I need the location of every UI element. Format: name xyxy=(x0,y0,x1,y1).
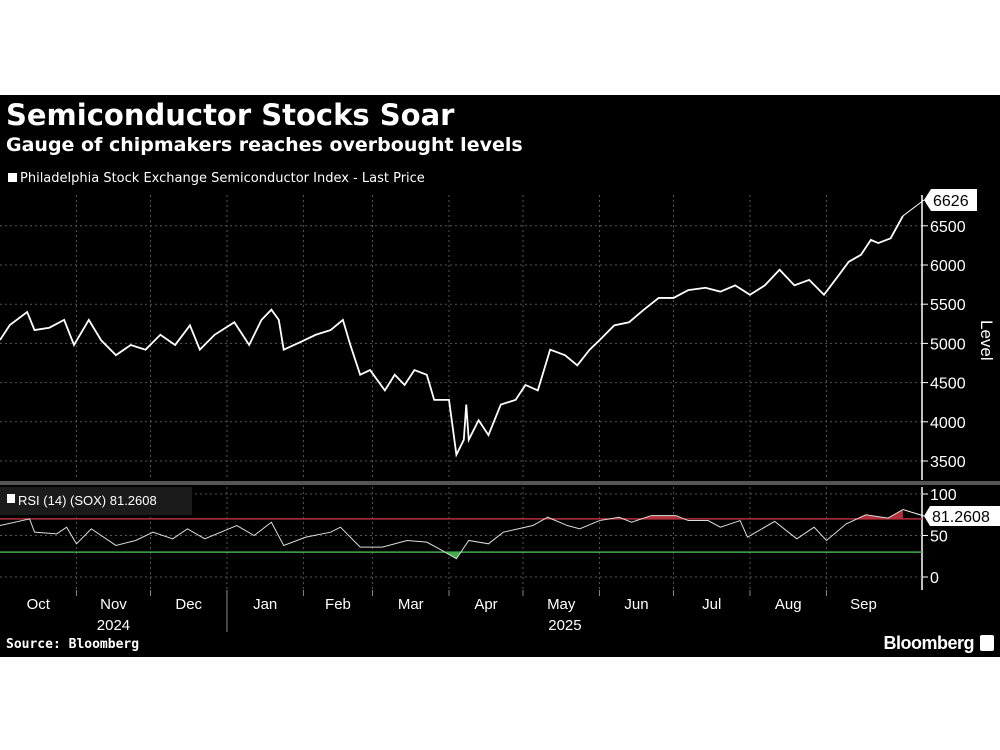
price-tick-label: 5000 xyxy=(930,336,966,353)
rsi-tick-label: 100 xyxy=(930,487,957,504)
month-label: Aug xyxy=(775,596,802,613)
bloomberg-terminal-icon xyxy=(980,635,994,651)
month-label: Sep xyxy=(850,596,877,613)
legend-swatch xyxy=(8,173,17,182)
month-label: Feb xyxy=(325,596,351,613)
price-tick-label: 6500 xyxy=(930,219,966,236)
price-line xyxy=(0,215,904,458)
rsi-tick-label: 0 xyxy=(930,570,939,587)
price-axis-title: Level xyxy=(977,320,996,361)
rsi-last-value-connector xyxy=(902,509,925,517)
price-last-value-connector xyxy=(902,199,925,217)
year-label: 2025 xyxy=(548,617,581,634)
rsi-last-value-box xyxy=(924,506,1000,526)
price-tick-label: 4000 xyxy=(930,415,966,432)
panel-separator xyxy=(0,481,1000,485)
rsi-tick-label: 50 xyxy=(930,529,948,546)
source-note: Source: Bloomberg xyxy=(6,637,140,652)
price-tick-label: 3500 xyxy=(930,454,966,471)
rsi-legend-swatch xyxy=(7,494,15,503)
rsi-line xyxy=(0,509,904,560)
year-label: 2024 xyxy=(97,617,130,634)
price-legend-label: Philadelphia Stock Exchange Semiconducto… xyxy=(20,171,425,186)
month-label: Jan xyxy=(253,596,277,613)
rsi-last-value: 81.2608 xyxy=(932,509,990,526)
price-tick-label: 4500 xyxy=(930,376,966,393)
chart-title: Semiconductor Stocks Soar xyxy=(6,98,455,132)
price-last-value: 6626 xyxy=(933,193,969,210)
overbought-fill xyxy=(544,509,903,519)
month-label: Apr xyxy=(474,596,497,613)
bloomberg-logo: Bloomberg xyxy=(883,633,974,653)
price-tick-label: 6000 xyxy=(930,258,966,275)
price-tick-label: 5500 xyxy=(930,297,966,314)
month-label: Dec xyxy=(175,596,202,613)
chart-panel xyxy=(0,95,1000,657)
rsi-legend-label: RSI (14) (SOX) 81.2608 xyxy=(18,493,157,508)
chart-subtitle: Gauge of chipmakers reaches overbought l… xyxy=(6,134,523,156)
month-label: Nov xyxy=(100,596,127,613)
month-label: Jul xyxy=(702,596,721,613)
rsi-legend-box xyxy=(0,487,192,515)
month-label: Oct xyxy=(27,596,51,613)
price-legend: Philadelphia Stock Exchange Semiconducto… xyxy=(8,171,425,187)
month-label: May xyxy=(547,596,576,613)
month-label: Jun xyxy=(624,596,648,613)
price-last-value-box xyxy=(924,189,977,211)
month-label: Mar xyxy=(398,596,424,613)
